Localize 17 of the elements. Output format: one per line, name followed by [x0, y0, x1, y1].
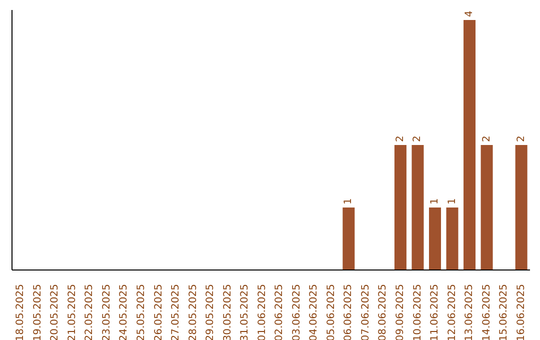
x-tick-label: 14.06.2025 [481, 284, 492, 340]
x-tick-label: 10.06.2025 [412, 284, 424, 340]
data-label: 4 [464, 10, 476, 17]
data-label: 1 [429, 198, 440, 204]
x-tick-label: 11.06.2025 [430, 284, 441, 340]
data-label: 2 [516, 136, 527, 142]
x-tick-label: 16.06.2025 [516, 284, 527, 340]
data-label: 1 [446, 198, 458, 204]
data-label: 2 [394, 136, 406, 142]
x-tick-label: 19.05.2025 [32, 284, 44, 340]
x-tick-label: 13.06.2025 [464, 284, 476, 340]
x-tick-label: 18.05.2025 [15, 284, 26, 340]
data-label: 1 [343, 198, 354, 204]
x-tick-label: 12.06.2025 [446, 284, 458, 340]
data-label: 2 [481, 136, 492, 142]
x-tick-label: 15.06.2025 [498, 284, 510, 340]
data-label: 2 [412, 136, 424, 142]
